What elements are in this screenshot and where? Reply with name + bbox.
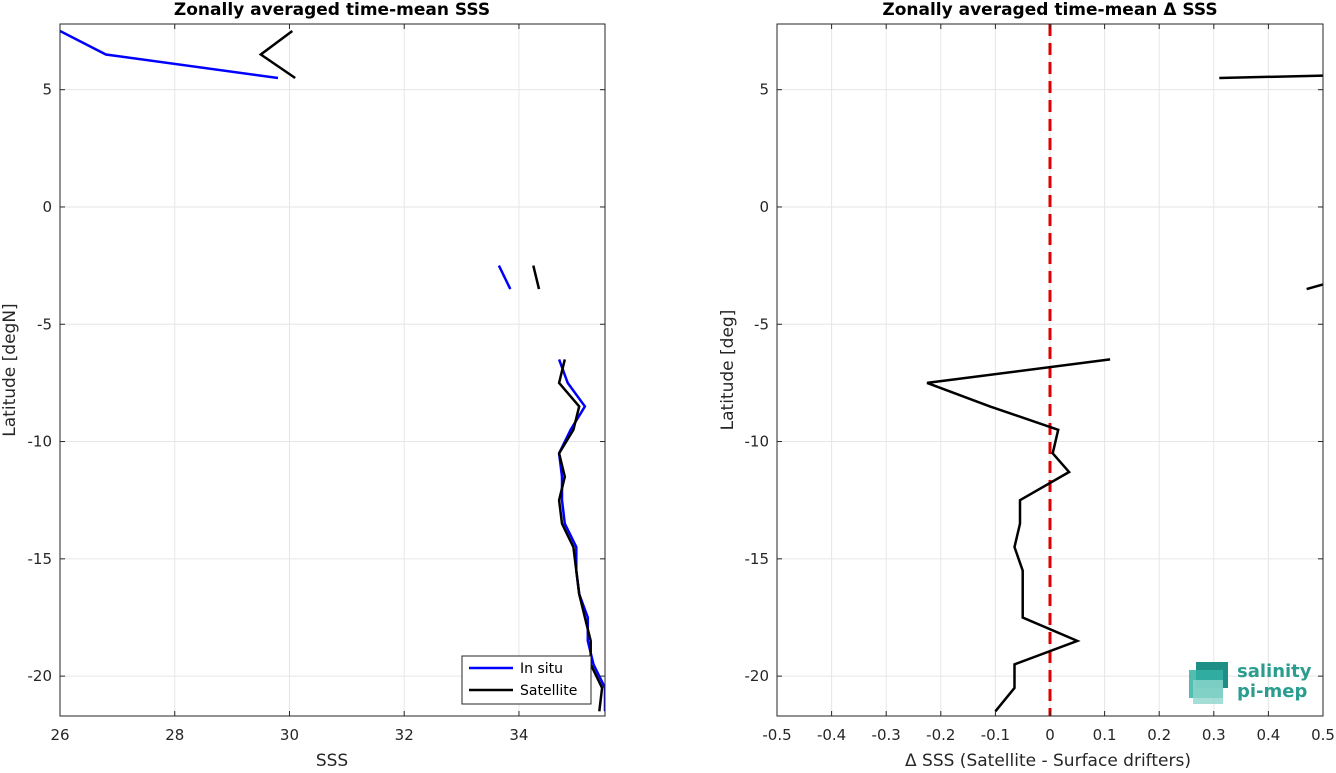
delta-sss-x-tick-label: 0.4 (1256, 726, 1280, 744)
sss-y-axis-label: Latitude [degN] (0, 303, 20, 436)
delta-sss-lines (926, 74, 1323, 713)
delta-sss-x-tick-label: 0.5 (1311, 726, 1335, 744)
delta-sss-y-tick-label: -15 (745, 550, 770, 568)
series-line-satellite (532, 265, 541, 290)
sss-y-tick-label: -20 (28, 667, 53, 685)
sss-panel: Zonally averaged time-mean SSS 26 28 30 32 3… (0, 0, 606, 771)
delta-sss-x-tick-label: -0.5 (762, 726, 791, 744)
sss-y-tick-label: 0 (42, 198, 52, 216)
salinity-pi-mep-logo: salinity pi-mep (1189, 661, 1312, 704)
delta-sss-tick-labels: -0.5 -0.4 -0.3 -0.2 -0.1 0 0.1 0.2 0.3 0.4 0.5 -20 -… (745, 24, 1335, 744)
delta-sss-x-tick-label: 0 (1045, 726, 1055, 744)
series-line-in-situ (60, 29, 279, 80)
delta-sss-x-tick-label: -0.3 (872, 726, 901, 744)
legend: In situ Satellite (461, 655, 592, 705)
delta-sss-y-tick-label: -20 (745, 667, 770, 685)
sss-lines (60, 29, 605, 712)
sss-y-tick-label: -5 (37, 315, 52, 333)
delta-sss-x-axis-label: Δ SSS (Satellite - Surface drifters) (905, 751, 1191, 769)
sss-x-axis-label: SSS (316, 751, 348, 769)
sss-grid (59, 24, 605, 716)
series-line-delta (1219, 74, 1323, 80)
sss-x-tick-label: 30 (280, 726, 299, 744)
delta-sss-x-tick-label: -0.1 (981, 726, 1010, 744)
delta-sss-x-tick-label: 0.3 (1202, 726, 1226, 744)
series-line-delta (926, 358, 1111, 713)
legend-box (461, 655, 592, 705)
sss-y-tick-label: -10 (28, 433, 53, 451)
delta-sss-x-tick-label: -0.4 (817, 726, 846, 744)
delta-sss-x-tick-label: -0.2 (926, 726, 955, 744)
delta-sss-y-axis-label: Latitude [deg] (718, 310, 738, 431)
sss-x-tick-label: 34 (509, 726, 528, 744)
sss-panel-title: Zonally averaged time-mean SSS (174, 0, 490, 20)
sss-x-tick-label: 26 (50, 726, 69, 744)
logo-icon (1189, 662, 1228, 704)
legend-label-satellite: Satellite (520, 683, 577, 699)
delta-sss-y-tick-label: 0 (759, 198, 769, 216)
series-line-delta (1306, 283, 1323, 291)
series-line-in-situ (497, 265, 512, 290)
sss-x-tick-label: 32 (395, 726, 414, 744)
delta-sss-panel-title: Zonally averaged time-mean Δ SSS (882, 0, 1217, 20)
sss-x-tick-label: 28 (165, 726, 184, 744)
delta-sss-x-tick-label: 0.2 (1147, 726, 1171, 744)
delta-sss-panel: Zonally averaged time-mean Δ SSS -0.5 -0.… (718, 0, 1335, 771)
sss-y-tick-label: -15 (28, 550, 53, 568)
series-line-satellite (258, 29, 296, 80)
delta-sss-x-tick-label: 0.1 (1093, 726, 1117, 744)
delta-sss-y-tick-label: 5 (759, 81, 769, 99)
delta-sss-y-tick-label: -10 (745, 433, 770, 451)
series-line-satellite (557, 359, 604, 712)
logo-text-pi-mep: pi-mep (1237, 681, 1307, 702)
legend-label-in-situ: In situ (520, 661, 563, 677)
delta-sss-y-tick-label: -5 (754, 315, 769, 333)
sss-axes-box (59, 23, 606, 717)
sss-y-tick-label: 5 (42, 81, 52, 99)
sss-tick-labels: 26 28 30 32 34 -20 -15 -10 -5 0 5 (28, 24, 605, 744)
logo-text-salinity: salinity (1237, 661, 1312, 682)
